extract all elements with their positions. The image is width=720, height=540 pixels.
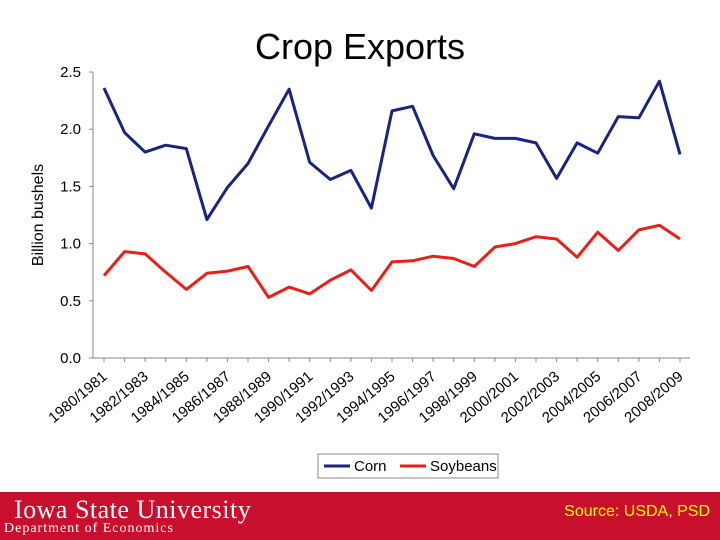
y-tick-label: 2.0 <box>60 121 81 138</box>
y-tick-label: 0.5 <box>60 293 81 310</box>
chart-axes <box>89 71 690 362</box>
series-lines <box>102 79 682 299</box>
y-tick-label: 0.0 <box>60 350 81 367</box>
crop-exports-chart: 0.0 0.5 1.0 1.5 2.0 2.5 Billion bushels 1980/1… <box>30 64 690 479</box>
x-tick-labels: 1980/19811982/19831984/19851986/19871988… <box>45 368 686 427</box>
y-axis-title: Billion bushels <box>30 164 47 266</box>
y-tick-labels: 0.0 0.5 1.0 1.5 2.0 2.5 Billion bushels <box>30 64 81 367</box>
chart-legend: Corn Soybeans <box>317 453 499 479</box>
y-tick-label: 1.0 <box>60 236 81 253</box>
university-name: Iowa State University <box>14 495 252 524</box>
soybeans-series-line <box>102 223 681 299</box>
y-tick-label: 1.5 <box>60 178 81 195</box>
slide-title: Crop Exports <box>254 26 466 67</box>
corn-series-line <box>102 79 682 222</box>
source-note: Source: USDA, PSD <box>564 503 710 520</box>
y-tick-label: 2.5 <box>60 64 81 81</box>
footer-bar <box>0 492 720 540</box>
department-name: Department of Economics <box>4 521 174 536</box>
corn-legend-label: Corn <box>354 458 387 475</box>
soybeans-legend-label: Soybeans <box>430 458 497 475</box>
